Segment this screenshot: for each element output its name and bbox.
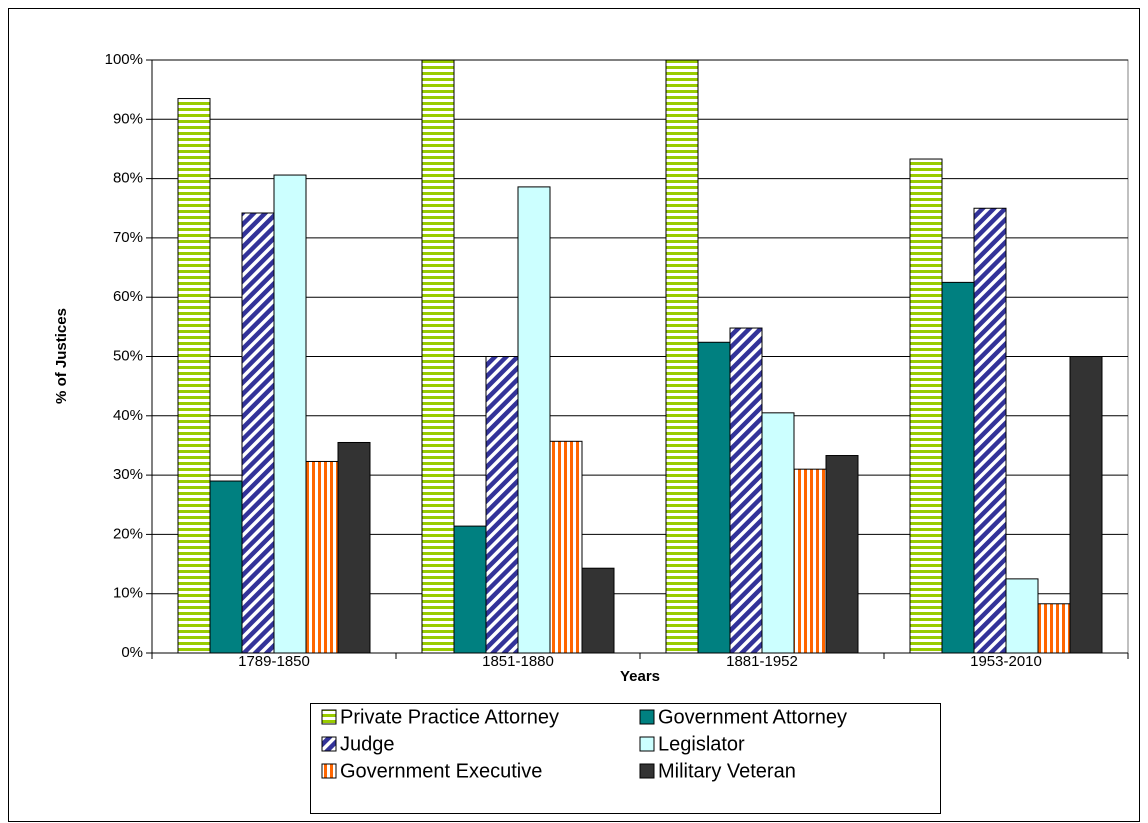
y-tick-label: 40%	[113, 407, 143, 424]
chart-border	[8, 8, 1140, 822]
y-axis-title: % of Justices	[53, 308, 70, 404]
legend-label: Judge	[340, 733, 395, 755]
x-tick-label: 1881-1952	[726, 653, 798, 670]
y-tick-label: 100%	[105, 51, 143, 68]
bar	[729, 327, 763, 654]
y-tick-label: 70%	[113, 229, 143, 246]
bar	[453, 525, 487, 654]
bar	[421, 59, 455, 654]
y-tick-label: 90%	[113, 110, 143, 127]
bar	[549, 440, 583, 654]
legend	[310, 703, 941, 814]
bar	[973, 207, 1007, 654]
x-tick-label: 1851-1880	[482, 653, 554, 670]
bar	[1069, 356, 1103, 654]
legend-label: Military Veteran	[658, 760, 796, 782]
legend-swatch	[639, 763, 655, 779]
legend-swatch	[639, 736, 655, 752]
bar	[241, 212, 275, 654]
bar	[485, 356, 519, 654]
bar	[1037, 603, 1071, 654]
legend-swatch	[639, 709, 655, 725]
bar	[177, 98, 211, 654]
legend-swatch	[321, 736, 337, 752]
y-tick-label: 80%	[113, 170, 143, 187]
x-tick-label: 1789-1850	[238, 653, 310, 670]
y-tick-label: 60%	[113, 288, 143, 305]
bar	[941, 281, 975, 654]
y-tick-label: 0%	[121, 644, 143, 661]
bar	[825, 455, 859, 654]
legend-label: Government Attorney	[658, 706, 847, 728]
bar	[273, 174, 307, 654]
legend-label: Legislator	[658, 733, 745, 755]
legend-swatch	[321, 709, 337, 725]
bar	[909, 158, 943, 654]
y-tick-label: 30%	[113, 466, 143, 483]
bar	[209, 480, 243, 654]
y-tick-label: 50%	[113, 347, 143, 364]
bar	[697, 341, 731, 654]
bar	[337, 441, 371, 654]
legend-label: Government Executive	[340, 760, 542, 782]
y-tick-label: 10%	[113, 585, 143, 602]
x-axis-title: Years	[620, 668, 660, 685]
bar	[665, 59, 699, 654]
bar	[517, 186, 551, 654]
y-tick-label: 20%	[113, 525, 143, 542]
legend-label: Private Practice Attorney	[340, 706, 559, 728]
x-tick-label: 1953-2010	[970, 653, 1042, 670]
bar	[581, 567, 615, 654]
bar	[793, 468, 827, 654]
legend-swatch	[321, 763, 337, 779]
bar	[1005, 578, 1039, 654]
bar	[761, 412, 795, 654]
bar	[305, 460, 339, 654]
